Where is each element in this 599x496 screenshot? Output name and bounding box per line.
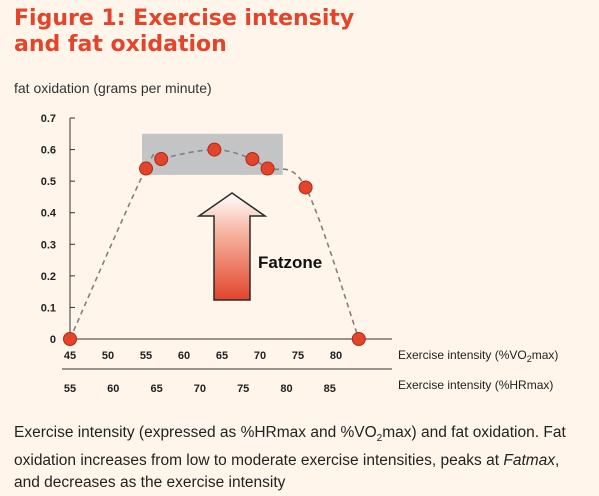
y-tick-label: 0.5 (41, 176, 56, 188)
figure-title-line2: and fat oxidation (14, 32, 227, 57)
data-point (351, 332, 366, 346)
x2-tick-label: 80 (280, 383, 292, 395)
y-tick-label: 0.4 (41, 208, 57, 220)
data-point (154, 152, 169, 167)
x-tick-label: 60 (178, 350, 190, 362)
x2-tick-label: 60 (107, 383, 119, 395)
x-tick-label: 45 (64, 350, 76, 362)
figure-title-line1: Figure 1: Exercise intensity (14, 6, 355, 31)
data-point (63, 332, 77, 346)
figure-title: Figure 1: Exercise intensity and fat oxi… (14, 6, 484, 58)
y-tick-label: 0.6 (41, 145, 56, 157)
x-axis-title-hrmax: Exercise intensity (%HRmax) (398, 378, 553, 392)
fatzone-arrow-shape (196, 192, 268, 301)
y-tick-label: 0.3 (41, 239, 56, 251)
x-tick-label: 55 (140, 350, 152, 362)
fat-oxidation-curve (69, 148, 360, 340)
x-axis-title-vo2max: Exercise intensity (%VO2max) (398, 348, 558, 364)
fat-oxidation-chart: 0 0.1 0.2 0.3 0.4 0.5 0.6 0.7 45 50 55 60 65 70 75 80 55… (41, 113, 559, 395)
y-tick-label: 0.2 (41, 271, 56, 283)
y-axis-label: fat oxidation (grams per minute) (14, 80, 212, 96)
data-point (245, 152, 260, 167)
figure-caption: Exercise intensity (expressed as %HRmax … (14, 424, 566, 492)
x-tick-label: 65 (216, 350, 228, 362)
y-tick-label: 0.1 (41, 302, 56, 314)
data-point (260, 161, 275, 176)
x-tick-label: 70 (254, 350, 266, 362)
data-point (207, 142, 222, 157)
x2-tick-label: 65 (150, 383, 162, 395)
fatzone-arrow (196, 192, 268, 301)
data-point (139, 161, 153, 176)
x2-tick-label: 85 (324, 383, 336, 395)
fatzone-label: Fatzone (258, 253, 322, 272)
x2-tick-label: 70 (194, 383, 206, 395)
x-tick-label: 80 (330, 350, 342, 362)
data-point (298, 180, 313, 195)
x2-tick-label: 75 (237, 383, 249, 395)
y-tick-label: 0 (50, 334, 56, 346)
x-tick-label: 75 (292, 350, 304, 362)
x2-tick-label: 55 (64, 383, 76, 395)
x-tick-label: 50 (102, 350, 114, 362)
y-tick-label: 0.7 (41, 113, 56, 125)
